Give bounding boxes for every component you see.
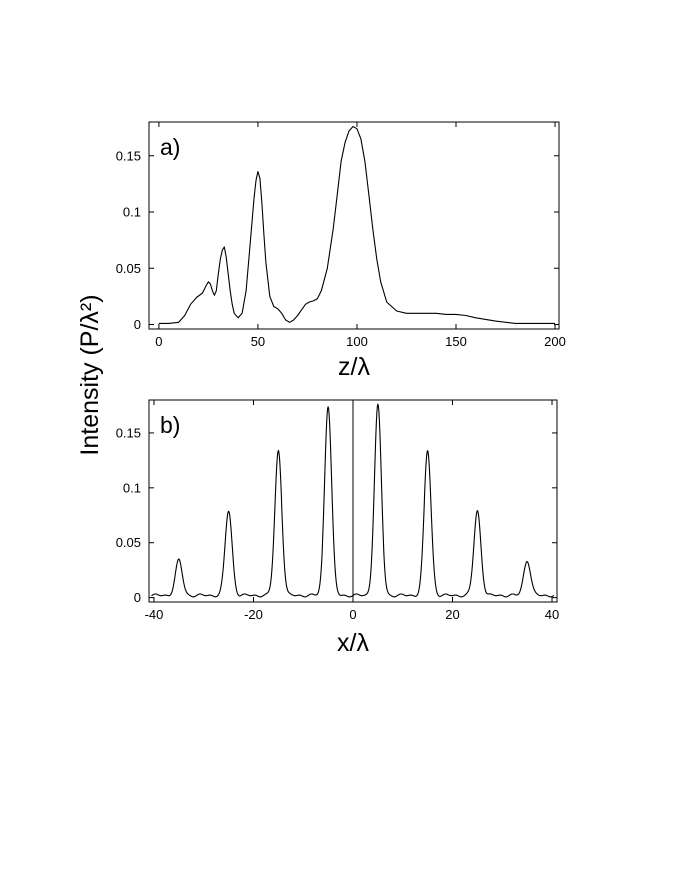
panel-a-ticks: 0 50 100 150 200 0 0.05 0.1 0.15	[116, 122, 566, 349]
panel-b-series-line	[151, 403, 555, 598]
x-tick-label: 0	[155, 334, 162, 349]
x-tick-label: -20	[244, 607, 263, 622]
panel-a: a) z/λ 0 50 100 150 200 0 0.05 0.1 0.15	[116, 121, 566, 381]
y-tick-label: 0.05	[116, 535, 141, 550]
x-tick-label: 0	[349, 607, 356, 622]
x-tick-label: 20	[445, 607, 459, 622]
y-tick-label: 0	[134, 590, 141, 605]
x-tick-label: 150	[445, 334, 467, 349]
x-tick-label: -40	[145, 607, 164, 622]
shared-y-axis-label: Intensity (P/λ²)	[76, 294, 104, 455]
y-tick-label: 0.15	[116, 425, 141, 440]
panel-a-frame	[148, 121, 560, 330]
panel-b: b) x/λ -40 -20 0 20 40 0 0.05 0.1 0.15	[116, 399, 559, 657]
panel-a-label: a)	[160, 134, 180, 160]
panel-b-x-axis-title: x/λ	[337, 629, 369, 657]
y-tick-label: 0.15	[116, 148, 141, 163]
x-tick-label: 100	[346, 334, 368, 349]
panel-b-ticks: -40 -20 0 20 40 0 0.05 0.1 0.15	[116, 400, 559, 622]
x-tick-label: 40	[545, 607, 559, 622]
y-tick-label: 0.05	[116, 261, 141, 276]
x-tick-label: 200	[544, 334, 566, 349]
panel-a-x-axis-title: z/λ	[338, 353, 370, 381]
panel-a-series-line	[158, 125, 555, 324]
y-tick-label: 0.1	[123, 205, 141, 220]
panel-b-label: b)	[160, 412, 180, 438]
x-tick-label: 50	[251, 334, 265, 349]
y-tick-label: 0	[134, 317, 141, 332]
y-tick-label: 0.1	[123, 480, 141, 495]
